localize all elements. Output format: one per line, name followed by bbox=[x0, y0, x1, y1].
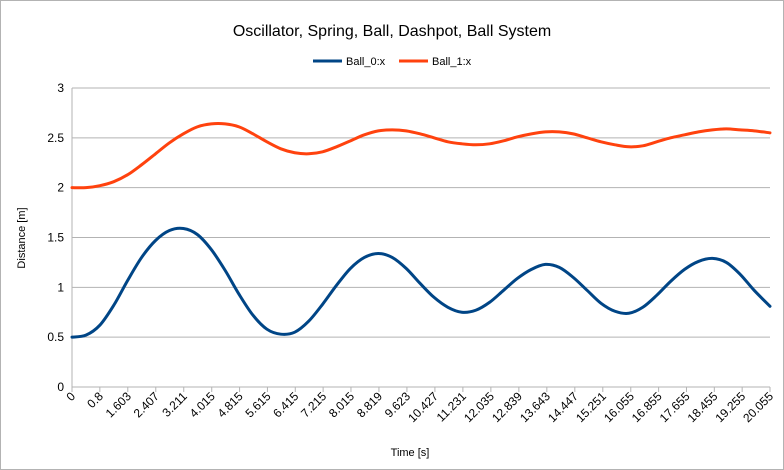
x-tick-label: 14.447 bbox=[545, 389, 581, 425]
x-tick-label: 0.8 bbox=[84, 389, 106, 411]
x-tick-label: 4.015 bbox=[187, 389, 218, 420]
x-tick-label: 8.015 bbox=[326, 389, 357, 420]
y-tick-label: 0.5 bbox=[47, 330, 64, 344]
x-tick-label: 16.055 bbox=[601, 389, 637, 425]
x-tick-label: 1.603 bbox=[103, 389, 134, 420]
legend-item-ball-0: Ball_0:x bbox=[313, 56, 386, 68]
x-tick-label: 4.815 bbox=[215, 389, 246, 420]
series-line-ball-0 bbox=[70, 226, 772, 339]
x-tick-label: 10.427 bbox=[405, 389, 441, 425]
x-tick-label: 12.839 bbox=[489, 389, 525, 425]
legend-label-ball-1: Ball_1:x bbox=[432, 56, 472, 68]
y-axis-title: Distance [m] bbox=[16, 207, 28, 268]
x-tick-label: 12.035 bbox=[461, 389, 497, 425]
series-line-ball-1 bbox=[70, 122, 772, 190]
x-tick-label: 15.251 bbox=[573, 389, 609, 425]
x-tick-label: 18.455 bbox=[685, 389, 721, 425]
x-tick-label: 2.407 bbox=[131, 389, 162, 420]
x-tick-label: 0 bbox=[63, 389, 78, 404]
x-tick-labels: 0 0.81.6032.4073.2114.0154.8155.6156.4157… bbox=[63, 389, 776, 425]
y-tick-labels: 0 0.5 1 1.5 2 2.5 3 bbox=[47, 81, 64, 394]
x-tick-label: 5.615 bbox=[242, 389, 273, 420]
axes bbox=[71, 88, 771, 392]
y-tick-label: 1.5 bbox=[47, 231, 64, 245]
legend-label-ball-0: Ball_0:x bbox=[346, 56, 386, 68]
legend: Ball_0:x Ball_1:x bbox=[313, 56, 472, 68]
x-tick-label: 13.643 bbox=[517, 389, 553, 425]
x-tick-label: 20.055 bbox=[740, 389, 776, 425]
x-tick-label: 19.255 bbox=[712, 389, 748, 425]
y-tick-label: 2.5 bbox=[47, 131, 64, 145]
legend-item-ball-1: Ball_1:x bbox=[399, 56, 472, 68]
chart-title: Oscillator, Spring, Ball, Dashpot, Ball … bbox=[233, 23, 551, 40]
y-tick-label: 1 bbox=[57, 280, 64, 294]
x-tick-label: 16.855 bbox=[629, 389, 665, 425]
y-tick-label: 0 bbox=[57, 380, 64, 394]
series-lines bbox=[70, 122, 772, 339]
x-tick-label: 8.819 bbox=[354, 389, 385, 420]
y-tick-label: 2 bbox=[57, 181, 64, 195]
y-tick-label: 3 bbox=[57, 81, 64, 95]
x-axis-title: Time [s] bbox=[391, 447, 430, 459]
x-tick-label: 7.215 bbox=[298, 389, 329, 420]
gridlines bbox=[72, 87, 770, 338]
x-tick-label: 3.211 bbox=[159, 389, 190, 420]
x-tick-label: 17.655 bbox=[657, 389, 693, 425]
x-tick-label: 6.415 bbox=[270, 389, 301, 420]
